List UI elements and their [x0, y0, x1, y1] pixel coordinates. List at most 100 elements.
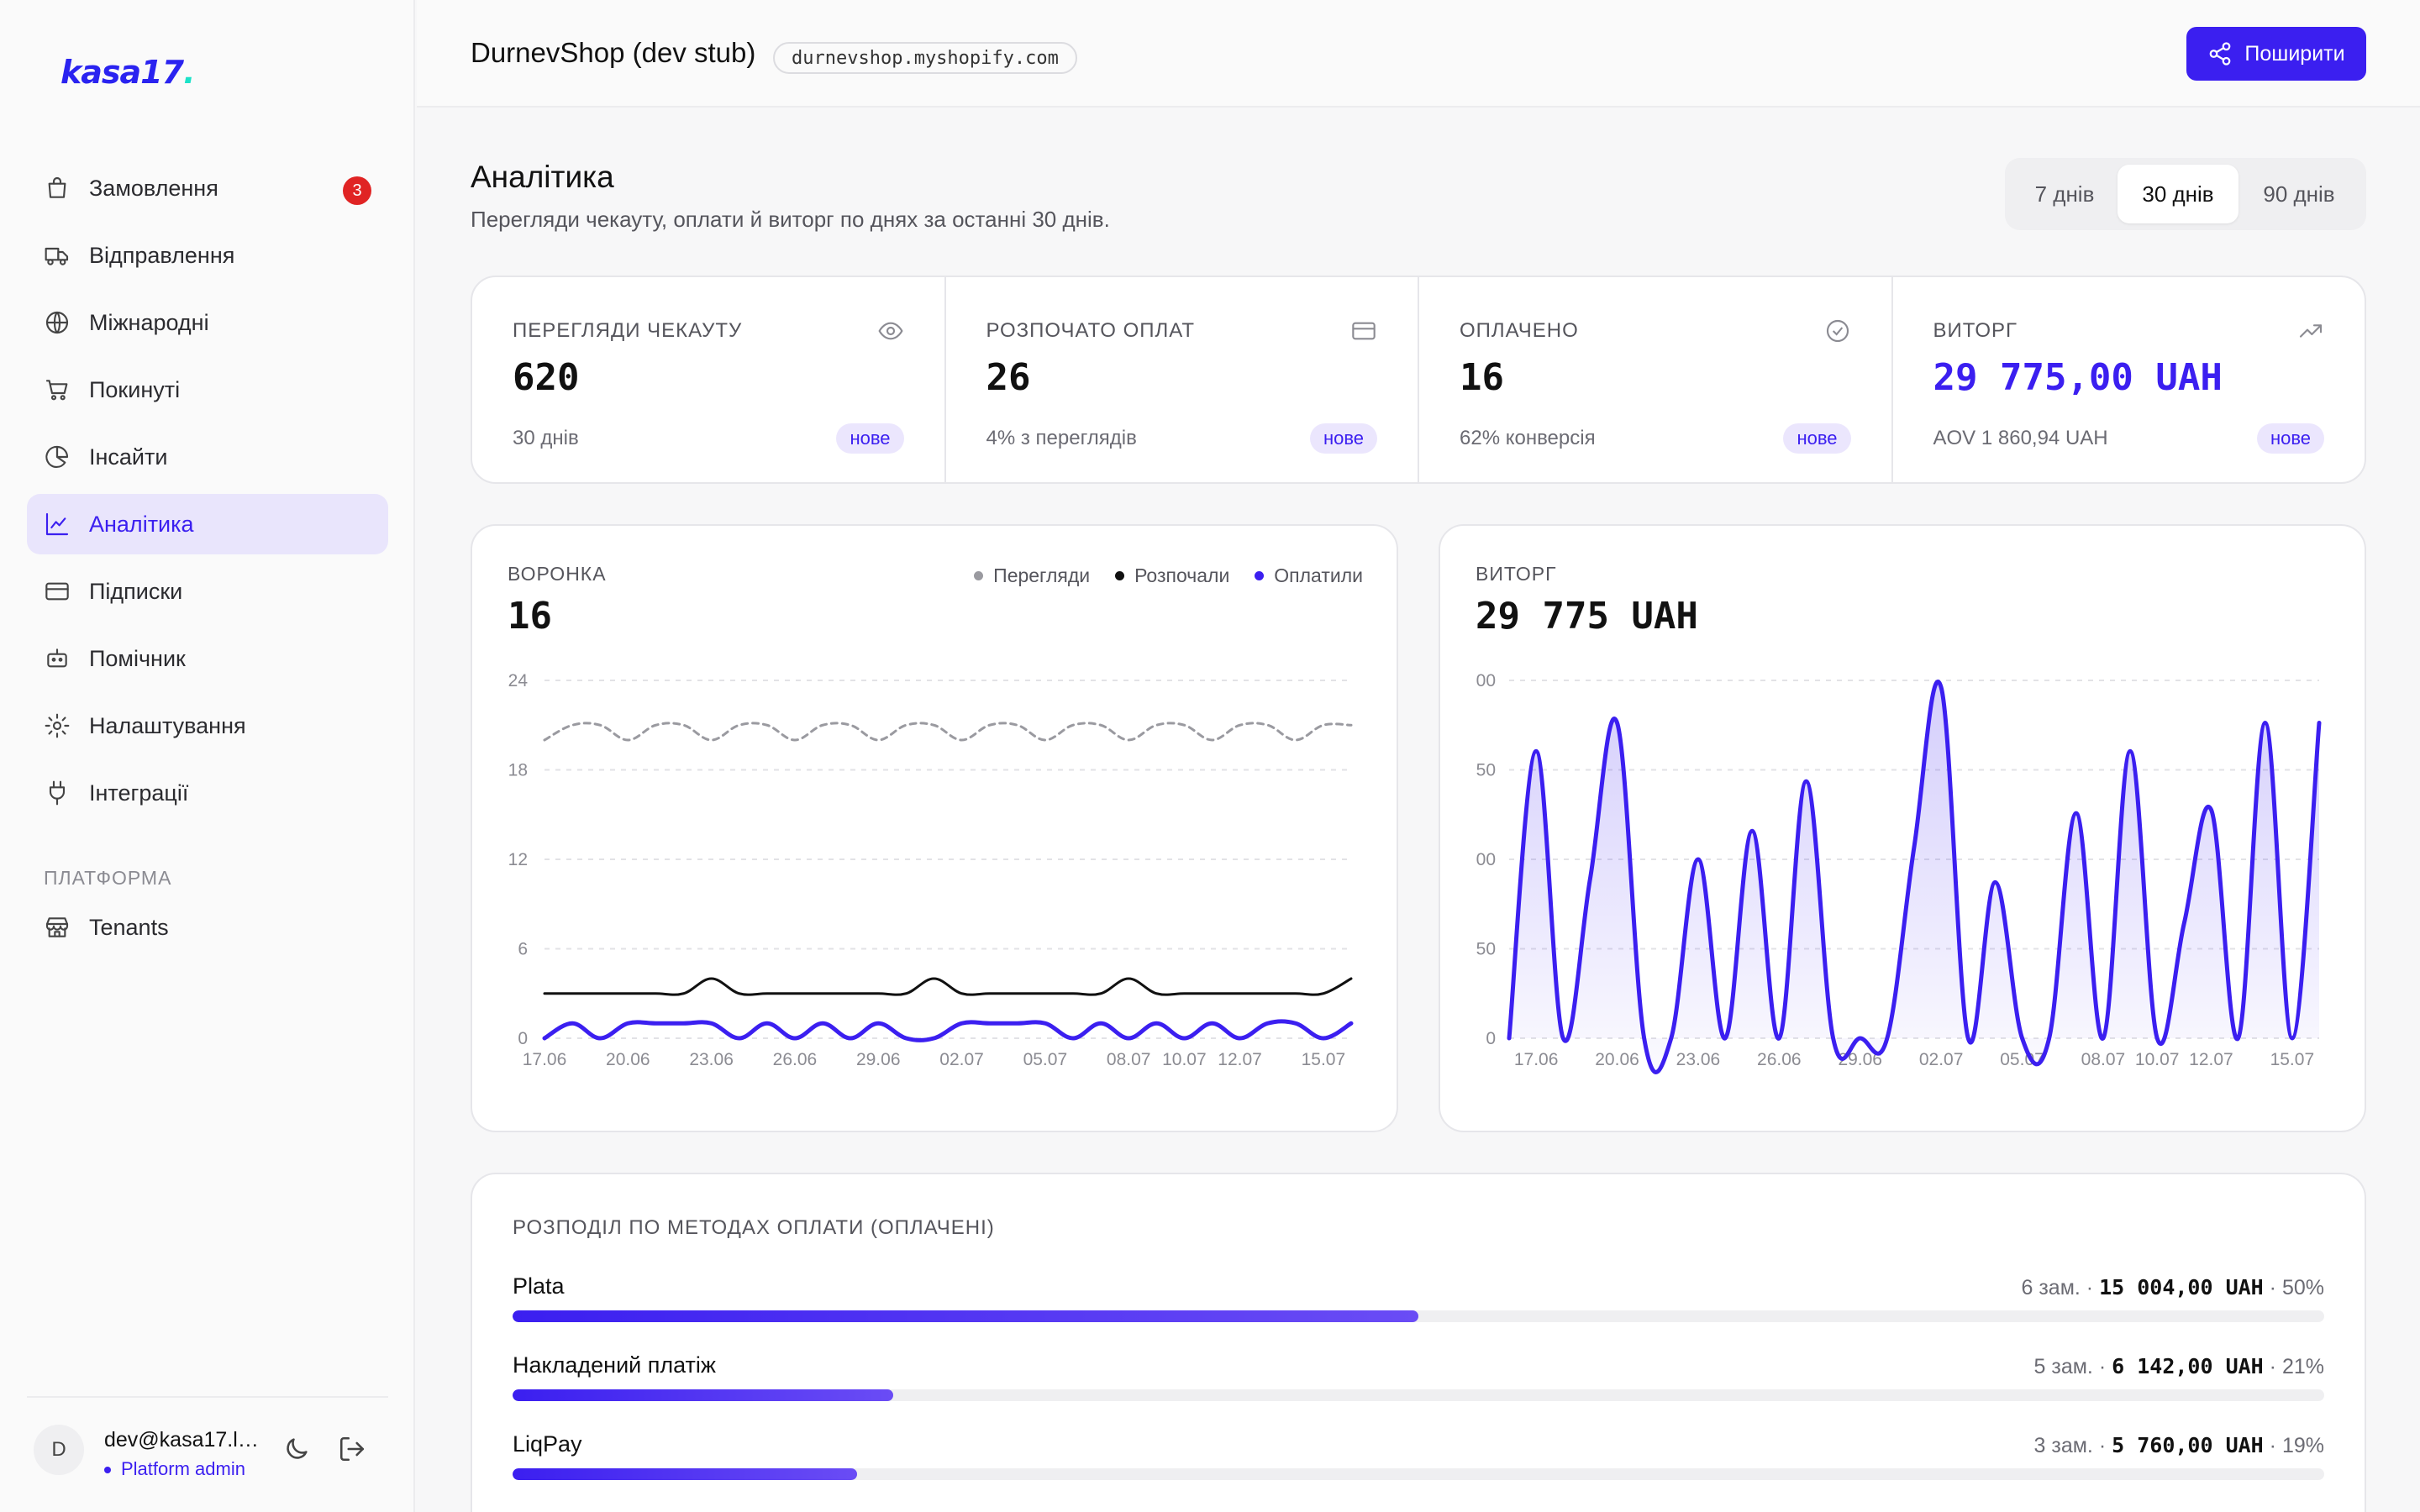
kpi-sub: 62% конверсія [1460, 427, 1596, 449]
sidebar-item-label: Замовлення [89, 175, 218, 201]
revenue-series-line [1507, 680, 2322, 1074]
payment-method-row: Plata 6 зам. · 15 004,00 UAH · 50% [513, 1273, 2324, 1346]
method-share: · 19% [2263, 1434, 2324, 1457]
card-icon [45, 582, 69, 601]
method-orders: 6 зам. · [2021, 1276, 2100, 1299]
legend-item-started[interactable]: Розпочали [1115, 564, 1229, 587]
funnel-y-tick-label: 24 [508, 671, 529, 690]
sidebar-item-label: Інтеграції [89, 780, 189, 806]
revenue-x-tick-label: 26.06 [1757, 1050, 1802, 1069]
sidebar-item-label: Покинуті [89, 376, 181, 402]
funnel-x-tick-label: 26.06 [773, 1050, 818, 1069]
funnel-series-line [543, 977, 1353, 996]
sidebar-item-label: Інсайти [89, 444, 168, 470]
funnel-x-tick-label: 10.07 [1162, 1050, 1207, 1069]
payment-methods-card: РОЗПОДІЛ ПО МЕТОДАХ ОПЛАТИ (ОПЛАЧЕНІ) Pl… [471, 1173, 2366, 1512]
legend-item-views[interactable]: Перегляди [974, 564, 1090, 587]
kpi-label: ПЕРЕГЛЯДИ ЧЕКАУТУ [513, 319, 743, 342]
logout-button[interactable] [338, 1435, 368, 1465]
kpi-value: 16 [1460, 356, 1504, 399]
theme-toggle-button[interactable] [282, 1435, 313, 1465]
method-bar-fill [513, 1468, 857, 1480]
sidebar-item-gear[interactable]: Налаштування [27, 696, 388, 756]
kpi-sub: 4% з переглядів [986, 427, 1137, 449]
check-circle-icon [1826, 319, 1849, 343]
sidebar: kasa17. Замовлення 3 Відправлення Міжнародн… [0, 0, 415, 1512]
share-button[interactable]: Поширити [2186, 27, 2366, 81]
sidebar-nav-platform: Tenants [27, 897, 388, 964]
legend-dot [1115, 571, 1125, 580]
funnel-y-tick-label: 0 [518, 1029, 528, 1048]
range-7-days[interactable]: 7 днів [2034, 181, 2095, 207]
user-email: dev@kasa17.lo... [104, 1428, 264, 1452]
sidebar-section-platform: ПЛАТФОРМА [44, 867, 172, 889]
avatar[interactable]: D [34, 1425, 84, 1475]
range-30-days[interactable]: 30 днів [2118, 165, 2238, 223]
shop-domain-badge: durnevshop.myshopify.com [773, 42, 1077, 74]
sidebar-nav: Замовлення 3 Відправлення Міжнародні Покинут… [27, 158, 388, 830]
sidebar-item-card[interactable]: Підписки [27, 561, 388, 622]
revenue-y-tick-label: 00 [1476, 671, 1496, 690]
kasa17-logo[interactable]: kasa17. [60, 54, 196, 91]
kpi-checkout-views: ПЕРЕГЛЯДИ ЧЕКАУТУ 620 30 днів нове [472, 277, 946, 482]
legend-dot [974, 571, 984, 580]
revenue-y-tick-label: 0 [1486, 1029, 1496, 1048]
sidebar-item-label: Помічник [89, 645, 186, 671]
sidebar-item-globe[interactable]: Міжнародні [27, 292, 388, 353]
funnel-y-tick-label: 18 [508, 761, 528, 780]
method-bar-fill [513, 1310, 1418, 1322]
method-orders: 5 зам. · [2033, 1355, 2112, 1378]
sidebar-item-line-chart[interactable]: Аналітика [27, 494, 388, 554]
kpi-label: ВИТОРГ [1933, 319, 2018, 342]
range-selector: 7 днів 30 днів 90 днів [2005, 158, 2366, 230]
sidebar-item-truck[interactable]: Відправлення [27, 225, 388, 286]
revenue-x-tick-label: 10.07 [2135, 1050, 2180, 1069]
sidebar-item-bag[interactable]: Замовлення 3 [27, 158, 388, 218]
method-amount: 15 004,00 UAH [2099, 1275, 2264, 1299]
sidebar-item-label: Налаштування [89, 712, 246, 738]
funnel-x-tick-label: 29.06 [856, 1050, 901, 1069]
user-role: Platform admin [104, 1458, 245, 1480]
share-icon [2210, 42, 2231, 66]
sidebar-item-cart[interactable]: Покинуті [27, 360, 388, 420]
kpi-value: 29 775,00 UAH [1933, 356, 2223, 399]
kpi-sub: AOV 1 860,94 UAH [1933, 427, 2108, 449]
funnel-x-tick-label: 12.07 [1218, 1050, 1262, 1069]
funnel-x-tick-label: 08.07 [1107, 1050, 1151, 1069]
revenue-y-tick-label: 50 [1476, 940, 1496, 959]
trend-up-icon [2299, 324, 2323, 338]
funnel-value: 16 [508, 595, 552, 638]
method-stat: 3 зам. · 5 760,00 UAH · 19% [2034, 1433, 2324, 1458]
funnel-chart-card: 0 6 12 18 24 17.06 20.06 23.06 26.06 29.06 02.07 05… [471, 524, 1398, 1132]
user-panel: D dev@kasa17.lo... Platform admin [27, 1396, 388, 1488]
revenue-y-tick-label: 00 [1476, 850, 1496, 869]
payment-method-row: Накладений платіж 5 зам. · 6 142,00 UAH ·… [513, 1352, 2324, 1425]
range-90-days[interactable]: 90 днів [2263, 181, 2335, 207]
revenue-y-tick-label: 50 [1476, 761, 1496, 780]
methods-title: РОЗПОДІЛ ПО МЕТОДАХ ОПЛАТИ (ОПЛАЧЕНІ) [513, 1216, 995, 1239]
kpi-sub: 30 днів [513, 427, 579, 449]
legend-label: Розпочали [1134, 564, 1230, 586]
legend-item-paid[interactable]: Оплатили [1255, 564, 1363, 587]
method-bar-track [513, 1310, 2324, 1322]
funnel-x-tick-label: 05.07 [1023, 1050, 1068, 1069]
funnel-x-tick-label: 17.06 [523, 1050, 567, 1069]
revenue-x-tick-label: 17.06 [1514, 1050, 1559, 1069]
method-amount: 6 142,00 UAH [2112, 1354, 2264, 1378]
truck-icon [45, 247, 69, 265]
kpi-new-badge: нове [1309, 423, 1377, 454]
revenue-area [1509, 681, 2319, 1073]
sidebar-item-bot[interactable]: Помічник [27, 628, 388, 689]
sidebar-item-pie[interactable]: Інсайти [27, 427, 388, 487]
funnel-legend: Перегляди Розпочали Оплатили [949, 564, 1363, 587]
sidebar-item-store[interactable]: Tenants [27, 897, 388, 958]
store-icon [45, 917, 69, 937]
funnel-x-tick-label: 15.07 [1302, 1050, 1346, 1069]
kpi-label: РОЗПОЧАТО ОПЛАТ [986, 319, 1196, 342]
sidebar-item-label: Аналітика [89, 511, 194, 537]
revenue-x-tick-label: 15.07 [2270, 1050, 2315, 1069]
sidebar-item-plug[interactable]: Інтеграції [27, 763, 388, 823]
funnel-chart: 0 6 12 18 24 17.06 20.06 23.06 26.06 29.06 02.07 05… [508, 671, 1354, 1069]
funnel-x-tick-label: 02.07 [939, 1050, 984, 1069]
legend-dot [1255, 571, 1265, 580]
